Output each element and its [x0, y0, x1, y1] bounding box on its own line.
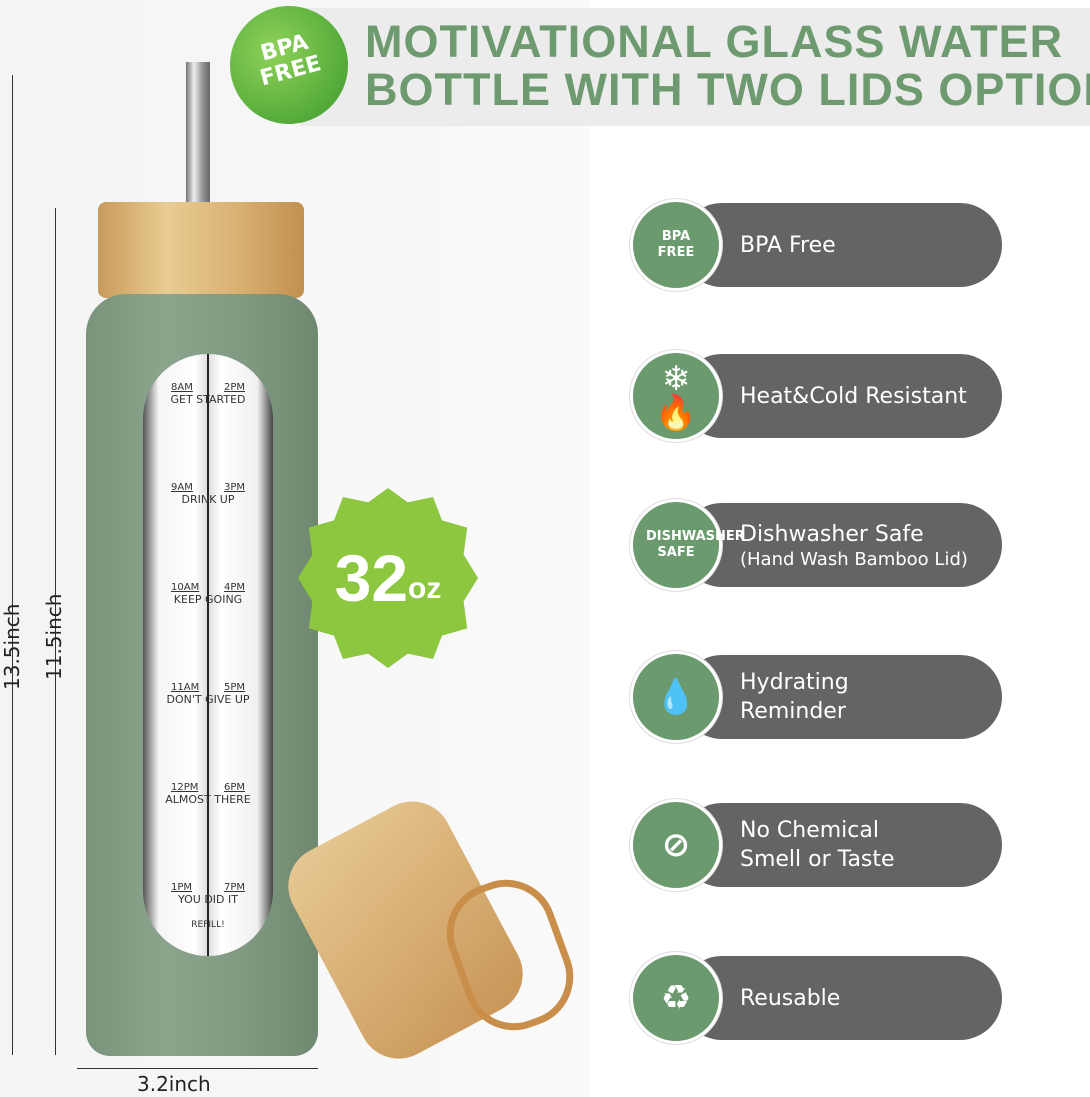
- feature-item: DISHWASHER SAFE Dishwasher Safe (Hand Wash…: [630, 499, 1002, 591]
- total-height-label: 13.5inch: [0, 603, 24, 690]
- marker-time-left: 8AM: [171, 382, 193, 393]
- body-height-label: 11.5inch: [42, 593, 66, 680]
- feature-label: Reusable: [740, 985, 841, 1011]
- marker-text: GET STARTED: [170, 393, 246, 406]
- bpa-free-icon: BPA FREE: [630, 199, 722, 291]
- feature-label: Hydrating: [740, 670, 849, 695]
- bamboo-lid: [98, 202, 304, 298]
- marker-time-right: 3PM: [223, 482, 245, 493]
- width-line: [77, 1068, 318, 1069]
- marker-text: YOU DID IT: [178, 893, 238, 906]
- feature-pill: [680, 203, 1002, 287]
- marker-time-left: 9AM: [171, 482, 193, 493]
- feature-pill: [680, 503, 1002, 587]
- feature-label: Heat&Cold Resistant: [740, 383, 967, 409]
- feature-item: ❄🔥 Heat&Cold Resistant: [630, 350, 1002, 442]
- feature-item: 💧 Hydrating Reminder: [630, 651, 1002, 743]
- marker-time-right: 7PM: [223, 882, 245, 893]
- marker-time-left: 1PM: [171, 882, 193, 893]
- marker-time-left: 11AM: [171, 682, 200, 693]
- feature-pill: [680, 655, 1002, 739]
- marker-time-right: 6PM: [223, 782, 245, 793]
- width-label: 3.2inch: [137, 1072, 211, 1096]
- feature-pill: [680, 956, 1002, 1040]
- no-chemical-icon: ⊘: [630, 799, 722, 891]
- feature-item: BPA FREE BPA Free: [630, 199, 1002, 291]
- marker-time-right: 5PM: [223, 682, 245, 693]
- time-marker: 11AM 5PM DON'T GIVE UP: [143, 682, 273, 706]
- feature-pill: [680, 803, 1002, 887]
- time-marker: 9AM 3PM DRINK UP: [143, 482, 273, 506]
- feature-label: No Chemical: [740, 818, 879, 843]
- time-marker: 1PM 7PM YOU DID IT: [143, 882, 273, 906]
- feature-label: BPA Free: [740, 232, 836, 258]
- marker-time-left: 12PM: [171, 782, 199, 793]
- recycle-icon: ♻: [630, 952, 722, 1044]
- marker-time-right: 2PM: [223, 382, 245, 393]
- title-banner: [300, 8, 1090, 126]
- total-height-line: [12, 75, 13, 1055]
- marker-time-right: 4PM: [223, 582, 245, 593]
- body-height-line: [55, 208, 56, 1055]
- feature-item: ♻ Reusable: [630, 952, 1002, 1044]
- heat-cold-icon: ❄🔥: [630, 350, 722, 442]
- feature-pill: [680, 354, 1002, 438]
- marker-text: KEEP GOING: [173, 593, 243, 606]
- feature-label-line2: Reminder: [740, 699, 846, 724]
- feature-sublabel: (Hand Wash Bamboo Lid): [740, 548, 968, 570]
- dishwasher-icon: DISHWASHER SAFE: [630, 499, 745, 591]
- marker-text: DRINK UP: [181, 493, 235, 506]
- straw: [186, 62, 210, 202]
- time-marker: 8AM 2PM GET STARTED: [143, 382, 273, 406]
- feature-item: ⊘ No Chemical Smell or Taste: [630, 799, 1002, 891]
- page-title: MOTIVATIONAL GLASS WATER BOTTLE WITH TWO …: [365, 16, 1090, 115]
- feature-label-line2: Smell or Taste: [740, 847, 895, 872]
- refill-label: REFILL!: [191, 920, 225, 930]
- marker-text: DON'T GIVE UP: [166, 693, 250, 706]
- marker-time-left: 10AM: [171, 582, 200, 593]
- time-marker: 10AM 4PM KEEP GOING: [143, 582, 273, 606]
- time-marker: 12PM 6PM ALMOST THERE: [143, 782, 273, 806]
- hydrating-reminder-icon: 💧: [630, 651, 722, 743]
- feature-label: Dishwasher Safe: [740, 521, 924, 547]
- time-marker-window: 8AM 2PM GET STARTED 9AM 3PM DRINK UP 10AM 4PM KE…: [143, 354, 273, 956]
- marker-text: ALMOST THERE: [165, 793, 251, 806]
